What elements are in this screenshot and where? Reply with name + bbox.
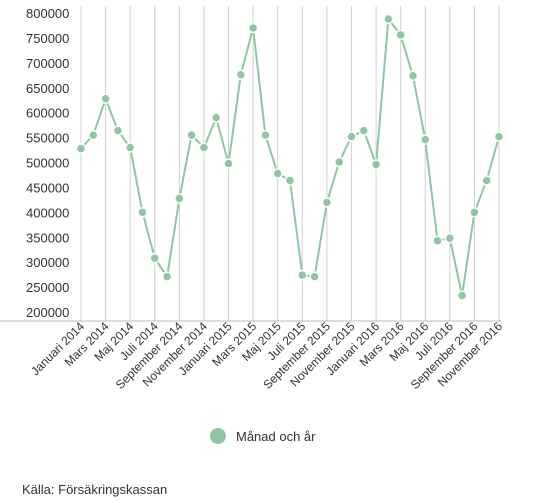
data-series [75,13,505,301]
y-tick-label: 200000 [26,305,69,320]
y-tick-label: 250000 [26,280,69,295]
data-point[interactable] [493,131,505,142]
data-point[interactable] [333,156,345,168]
legend-label: Månad och år [236,428,316,444]
data-point[interactable] [223,158,234,169]
data-point[interactable] [395,29,406,41]
y-axis: 800000 750000 700000 650000 600000 550000 5000… [26,6,69,320]
data-point[interactable] [469,207,480,218]
line-chart: 800000 750000 700000 650000 600000 550000 5000… [0,6,505,392]
data-point[interactable] [210,112,222,123]
legend-swatch [210,428,226,444]
data-point[interactable] [321,197,333,208]
data-point[interactable] [407,70,419,82]
data-point[interactable] [481,175,492,186]
data-point[interactable] [456,290,468,301]
y-tick-label: 600000 [26,106,69,121]
data-point[interactable] [198,142,210,153]
data-point[interactable] [272,168,283,179]
data-point[interactable] [260,129,271,141]
data-point[interactable] [137,207,148,218]
data-point[interactable] [432,235,443,246]
data-point[interactable] [112,125,124,136]
data-point[interactable] [309,271,320,282]
y-tick-label: 750000 [26,31,69,46]
data-point[interactable] [370,159,382,170]
y-tick-label: 550000 [26,131,69,146]
data-point[interactable] [100,93,111,104]
y-tick-label: 350000 [26,230,69,245]
legend[interactable]: Månad och år [210,428,316,444]
data-point[interactable] [161,271,173,282]
data-point[interactable] [88,129,99,141]
y-tick-label: 800000 [26,6,69,21]
y-tick-label: 500000 [26,156,69,171]
y-tick-label: 400000 [26,205,69,220]
data-point[interactable] [444,233,456,244]
y-tick-label: 300000 [26,255,69,270]
data-point[interactable] [284,175,296,186]
source-note: Källa: Försäkringskassan [22,482,168,497]
data-point[interactable] [149,252,161,264]
grid-lines [0,6,501,322]
data-point[interactable] [174,193,185,204]
y-tick-label: 450000 [26,180,69,195]
y-tick-label: 700000 [26,56,69,71]
data-point[interactable] [235,69,247,81]
data-point[interactable] [419,134,431,145]
data-point[interactable] [346,131,357,142]
data-point[interactable] [383,13,394,25]
data-point[interactable] [297,269,308,281]
data-point[interactable] [247,22,259,34]
data-point[interactable] [358,125,370,136]
y-tick-label: 650000 [26,81,69,96]
data-point[interactable] [124,142,136,153]
data-point[interactable] [186,129,197,141]
series-line [80,18,500,297]
data-point[interactable] [75,143,87,154]
